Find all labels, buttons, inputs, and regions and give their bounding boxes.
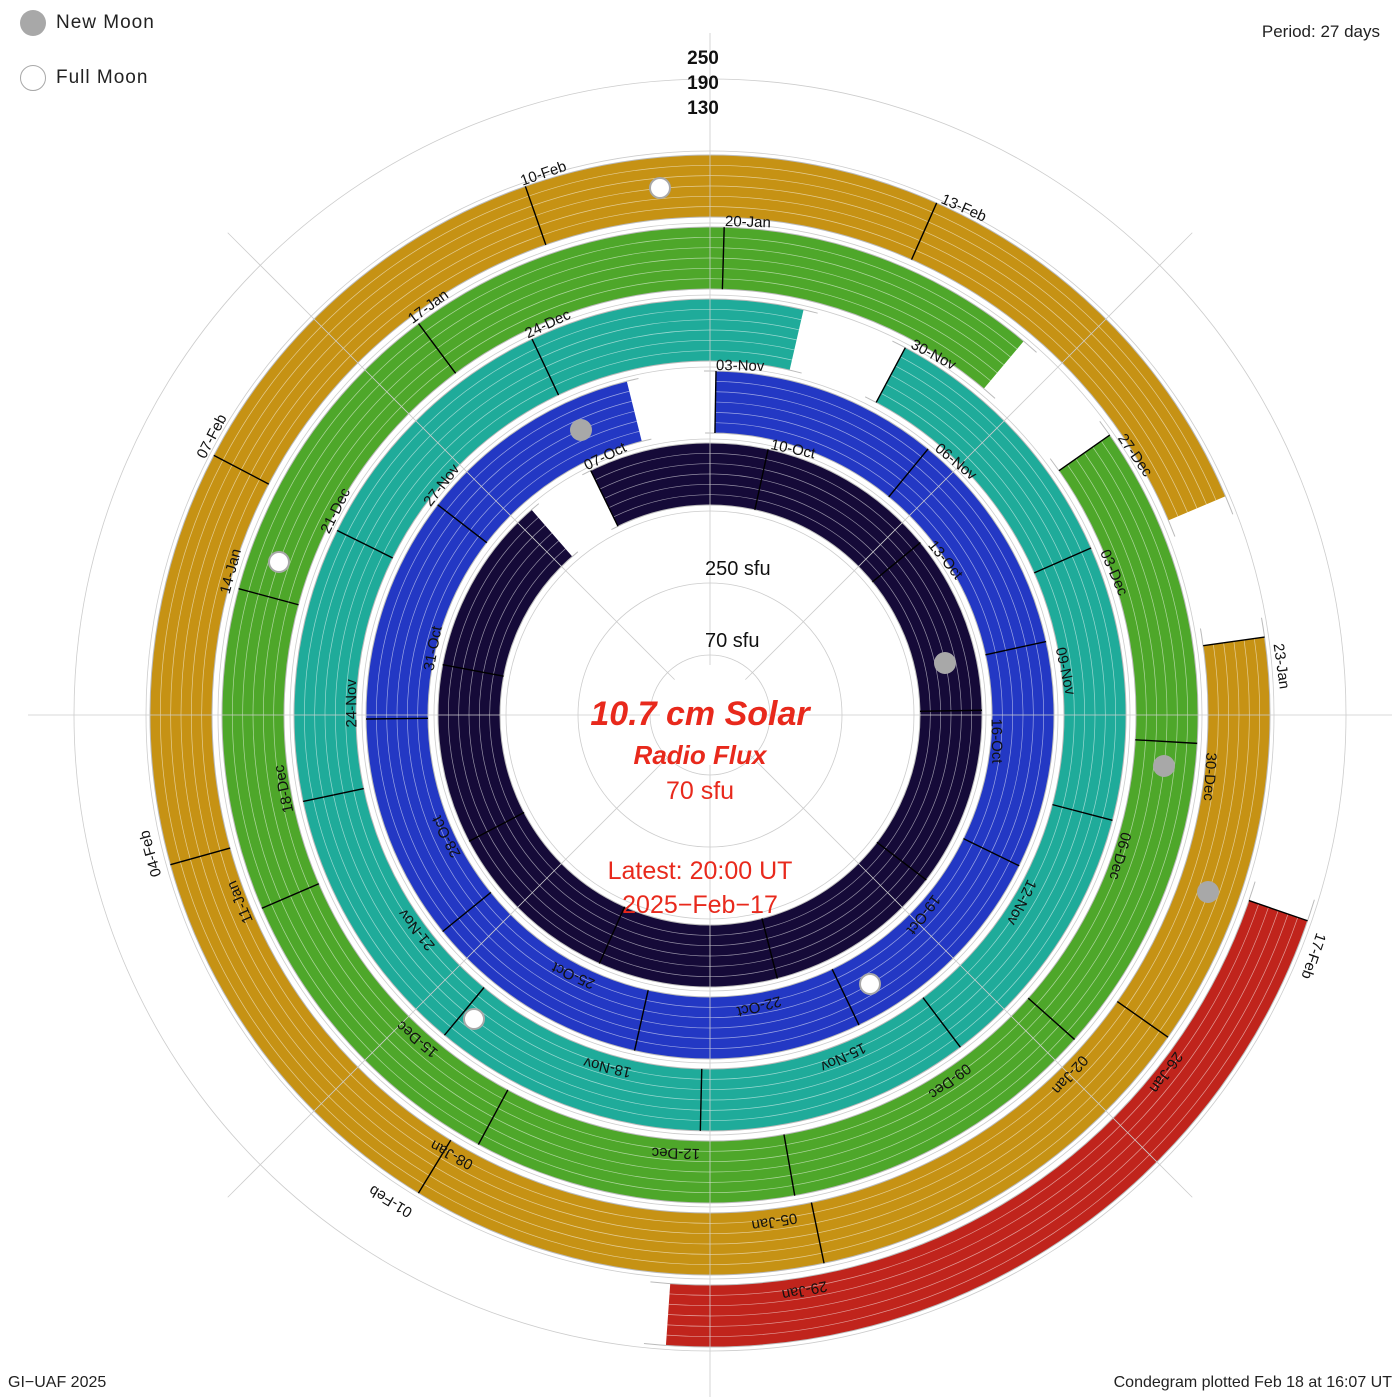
footer-left-label: GI−UAF 2025: [8, 1374, 106, 1392]
latest-line2: 2025−Feb−17: [500, 889, 900, 923]
date-tick-line: [366, 718, 428, 719]
full-moon-marker: [268, 551, 290, 573]
radial-tick-190: 190: [673, 73, 733, 95]
radial-tick-250: 250: [673, 48, 733, 70]
new-moon-legend-icon: [20, 10, 46, 36]
latest-timestamp-label: Latest: 20:00 UT 2025−Feb−17: [500, 855, 900, 923]
new-moon-legend-label: New Moon: [56, 12, 155, 34]
footer-right-label: Condegram plotted Feb 18 at 16:07 UT: [1114, 1374, 1392, 1392]
chart-title: 10.7 cm Solar Radio Flux: [500, 695, 900, 771]
scale-top-label: 250 sfu: [705, 558, 771, 581]
period-label: Period: 27 days: [1262, 22, 1380, 42]
chart-title-line1: 10.7 cm Solar: [500, 695, 900, 734]
scale-bottom-label: 70 sfu: [705, 630, 759, 653]
date-label-ring4-1: 30-Dec: [1200, 752, 1220, 801]
latest-line1: Latest: 20:00 UT: [500, 855, 900, 889]
radial-tick-130: 130: [673, 98, 733, 120]
new-moon-marker: [570, 419, 592, 441]
date-label-ring2-0: 03-Nov: [716, 357, 765, 375]
chart-title-line2: Radio Flux: [500, 740, 900, 771]
new-moon-legend-item: New Moon: [20, 10, 155, 36]
new-moon-marker: [1153, 755, 1175, 777]
current-value-label: 70 sfu: [500, 775, 900, 809]
full-moon-legend-icon: [20, 65, 46, 91]
new-moon-marker: [934, 652, 956, 674]
full-moon-legend-label: Full Moon: [56, 67, 148, 89]
date-label-ring3-4: 12-Dec: [651, 1144, 700, 1162]
full-moon-legend-item: Full Moon: [20, 65, 148, 91]
date-label-ring1_innermost-3: 16-Oct: [987, 718, 1005, 763]
full-moon-marker: [859, 973, 881, 995]
date-label-ring4-8: 20-Jan: [724, 213, 770, 231]
full-moon-marker: [649, 177, 671, 199]
date-label-ring2-7: 24-Nov: [343, 679, 361, 728]
